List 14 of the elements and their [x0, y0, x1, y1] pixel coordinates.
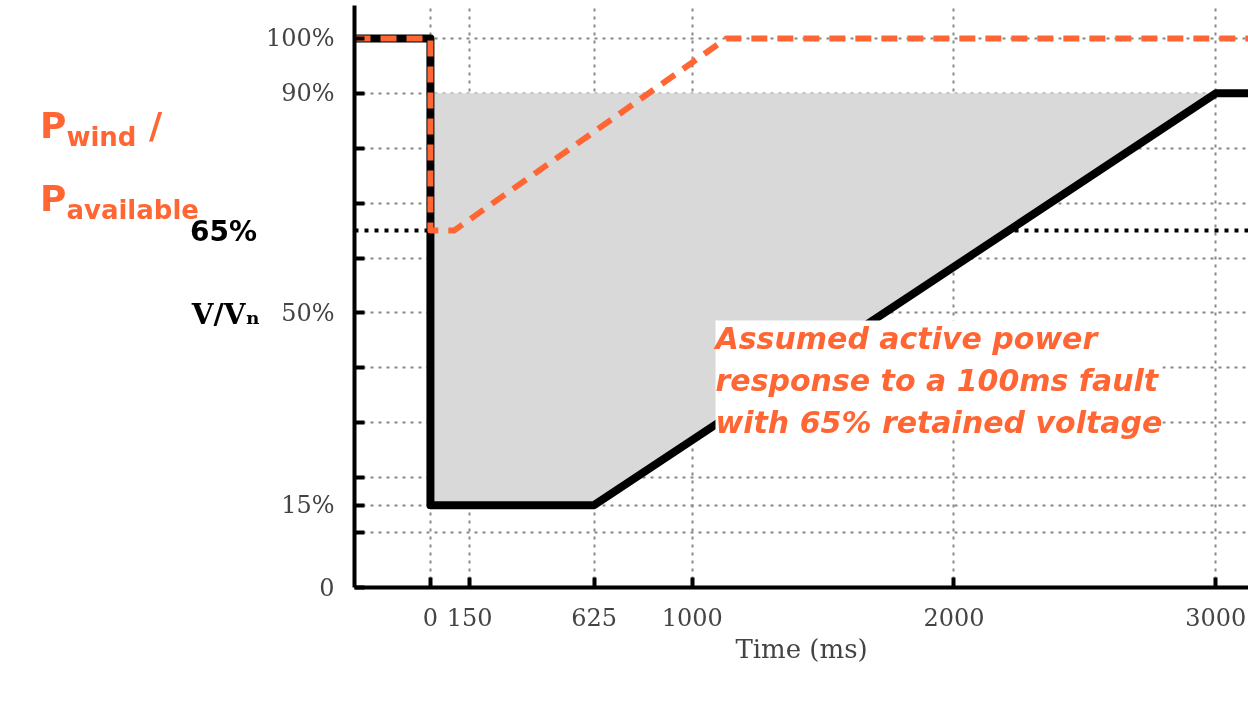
x-tick-label: 150 — [446, 603, 493, 632]
annotation: Assumed active power response to a 100ms fault with 65% retained voltage — [713, 320, 1163, 440]
y-tick-label: 50% — [281, 298, 335, 327]
x-tick-label: 1000 — [661, 603, 723, 632]
x-axis-title: Time (ms) — [735, 633, 868, 664]
x-tick-label: 2000 — [923, 603, 985, 632]
x-tick-label: 3000 — [1185, 603, 1247, 632]
y-tick-label: 15% — [281, 491, 335, 520]
y-tick-label: 0 — [319, 573, 335, 602]
y-tick-label: 100% — [265, 24, 335, 53]
y-tick-label: 90% — [281, 79, 335, 108]
y-axis-title: V/Vₙ — [191, 297, 260, 333]
x-tick-label: 0 — [422, 603, 439, 632]
x-tick-label: 625 — [571, 603, 617, 632]
